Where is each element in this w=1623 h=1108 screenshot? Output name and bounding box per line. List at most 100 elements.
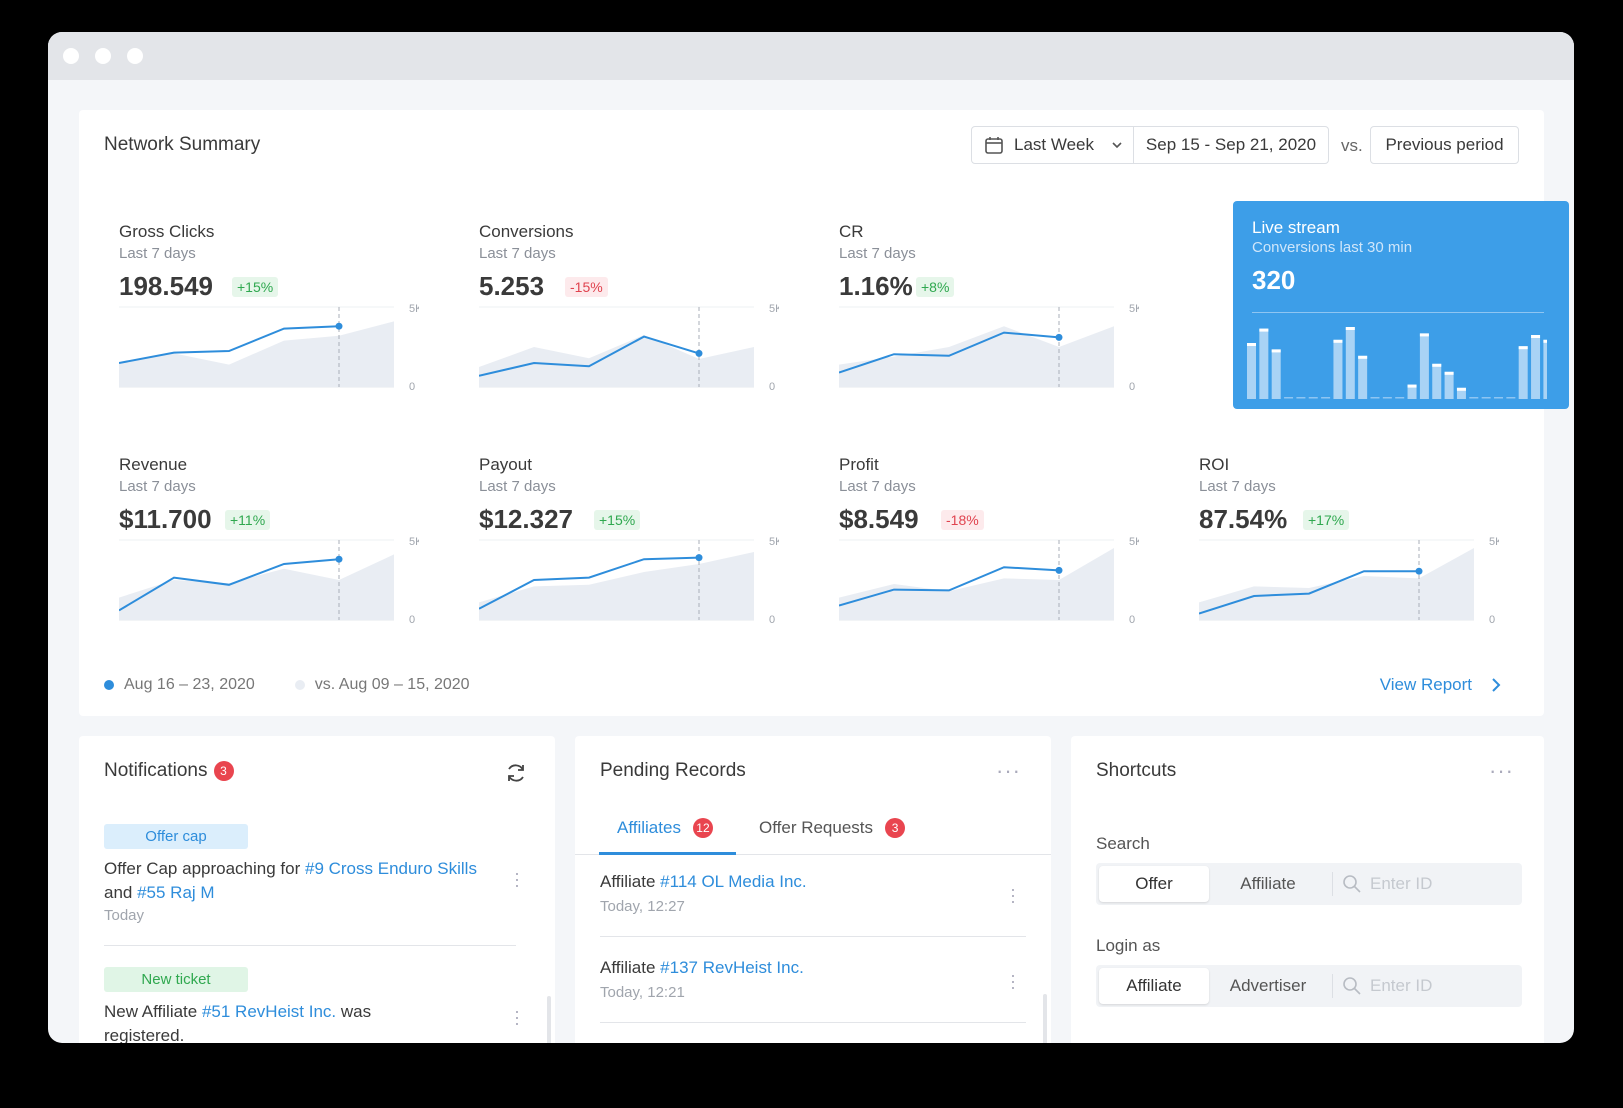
live-value: 320 [1252, 265, 1296, 295]
date-range-field[interactable]: Sep 15 - Sep 21, 2020 [1133, 126, 1329, 164]
more-options-icon[interactable]: ··· [996, 758, 1021, 783]
live-subtitle: Conversions last 30 min [1252, 239, 1413, 256]
record-divider [600, 936, 1026, 937]
range-label: Last Week [1014, 135, 1095, 154]
live-bar-empty [1284, 397, 1294, 399]
y-axis-max-label: 5K [769, 304, 779, 315]
live-bar [1518, 346, 1528, 399]
current-period-line [479, 556, 700, 610]
metric-card[interactable]: Gross Clicks Last 7 days 198.549 +15% 5K 0 [119, 222, 419, 427]
browser-window: Network Summary Last Week Sep 15 - Sep 2… [48, 32, 1574, 1043]
live-stream-card[interactable]: Live stream Conversions last 30 min 320 [1233, 201, 1569, 409]
offer-link[interactable]: #9 Cross Enduro Skills [304, 859, 477, 878]
search-offer-option[interactable]: Offer [1099, 866, 1209, 902]
previous-period-area [119, 321, 394, 387]
live-bar [1358, 355, 1368, 399]
scrollbar[interactable] [547, 996, 551, 1043]
chevron-down-icon [1112, 142, 1122, 149]
live-bar-empty [1469, 397, 1479, 399]
search-affiliate-option[interactable]: Affiliate [1240, 874, 1296, 893]
more-options-icon[interactable]: ··· [1489, 758, 1514, 783]
metric-card[interactable]: Profit Last 7 days $8.549 -18% 5K 0 [839, 455, 1139, 660]
metric-card[interactable]: ROI Last 7 days 87.54% +17% 5K 0 [1199, 455, 1499, 660]
scrollbar[interactable] [1043, 994, 1047, 1043]
y-axis-max-label: 5K [769, 537, 779, 548]
notifications-title: Notifications 3 [104, 760, 234, 782]
kebab-menu-icon[interactable]: · · · [514, 863, 520, 895]
live-bar-empty [1296, 397, 1306, 399]
window-minimize-dot[interactable] [95, 48, 111, 64]
kebab-menu-icon[interactable]: · · · [1010, 965, 1016, 997]
metric-sparkline: 5K 0 [119, 537, 419, 626]
active-tab-indicator [599, 852, 736, 855]
kebab-menu-icon[interactable]: · · · [514, 1001, 520, 1033]
live-bar [1345, 327, 1355, 399]
record-time: Today, 12:27 [600, 898, 685, 915]
metric-card[interactable]: CR Last 7 days 1.16% +8% 5K 0 [839, 222, 1139, 427]
metric-card[interactable]: Payout Last 7 days $12.327 +15% 5K 0 [479, 455, 779, 660]
live-bar-empty [1481, 397, 1491, 399]
live-bar-cap [1543, 339, 1547, 343]
live-bar-cap [1419, 333, 1429, 337]
record-link[interactable]: #137 RevHeist Inc. [660, 958, 804, 977]
current-point [1415, 567, 1423, 575]
live-bar-empty [1395, 397, 1405, 399]
y-axis-max-label: 5K [409, 304, 419, 315]
compare-period-select[interactable]: Previous period [1370, 126, 1519, 164]
live-bar [1419, 333, 1429, 399]
live-title: Live stream [1252, 218, 1340, 237]
record-link[interactable]: #114 OL Media Inc. [660, 872, 807, 891]
tab-label: Affiliates [617, 818, 681, 837]
live-bar-cap [1444, 371, 1454, 375]
range-select[interactable]: Last Week [971, 126, 1134, 164]
y-axis-max-label: 5K [409, 537, 419, 548]
notification-item: Offer Cap approaching for #9 Cross Endur… [104, 857, 489, 905]
metric-card[interactable]: Revenue Last 7 days $11.700 +11% 5K 0 [119, 455, 419, 660]
live-bar-cap [1247, 343, 1256, 346]
metric-card[interactable]: Conversions Last 7 days 5.253 -15% 5K 0 [479, 222, 779, 427]
kebab-menu-icon[interactable]: · · · [1010, 879, 1016, 911]
metric-period: Last 7 days [839, 478, 916, 495]
pending-record: Affiliate #114 OL Media Inc. [600, 872, 807, 892]
window-close-dot[interactable] [63, 48, 79, 64]
affiliate-link[interactable]: #51 RevHeist Inc. [201, 1002, 337, 1021]
window-maximize-dot[interactable] [127, 48, 143, 64]
live-bar-cap [1259, 328, 1269, 332]
segment-separator [1332, 872, 1333, 896]
login-id-field[interactable]: Enter ID [1342, 968, 1432, 1004]
affiliate-link[interactable]: #55 Raj M [137, 883, 215, 902]
legend-previous-dot [294, 680, 305, 690]
previous-period-area [839, 548, 1114, 620]
tab-affiliates[interactable]: Affiliates 12 [617, 818, 713, 838]
metric-change-badge: +17% [1303, 510, 1350, 530]
live-bar [1247, 343, 1256, 399]
previous-period-area [119, 554, 394, 620]
live-bar-cap [1271, 349, 1281, 353]
metric-change-badge: +11% [225, 510, 271, 530]
metric-value: $11.700 [119, 504, 212, 534]
metric-title: Conversions [479, 222, 574, 241]
search-icon [1343, 977, 1361, 995]
chart-legend: Aug 16 – 23, 2020 vs. Aug 09 – 15, 2020 [104, 676, 470, 694]
search-label: Search [1096, 834, 1150, 853]
metric-title: Gross Clicks [119, 222, 215, 241]
y-axis-max-label: 5K [1489, 537, 1499, 548]
metric-period: Last 7 days [119, 245, 196, 262]
y-axis-min-label: 0 [1129, 614, 1135, 626]
y-axis-max-label: 5K [1129, 304, 1139, 315]
refresh-icon[interactable] [505, 762, 527, 784]
live-bar-cap [1456, 387, 1466, 391]
current-period-line [119, 558, 340, 612]
shortcuts-panel: Shortcuts ··· Search Offer Affiliate Ent… [1071, 736, 1544, 1043]
y-axis-min-label: 0 [769, 614, 775, 626]
login-advertiser-option[interactable]: Advertiser [1229, 976, 1307, 995]
record-time: Today, 12:21 [600, 984, 685, 1001]
login-affiliate-option[interactable]: Affiliate [1099, 968, 1209, 1004]
tab-offer-requests[interactable]: Offer Requests 3 [759, 818, 906, 838]
current-point [695, 554, 703, 562]
live-bar-chart [1247, 327, 1547, 399]
search-id-field[interactable]: Enter ID [1342, 866, 1432, 902]
metric-period: Last 7 days [1199, 478, 1276, 495]
login-id-placeholder: Enter ID [1370, 976, 1433, 995]
view-report-link[interactable]: View Report [1380, 675, 1504, 695]
